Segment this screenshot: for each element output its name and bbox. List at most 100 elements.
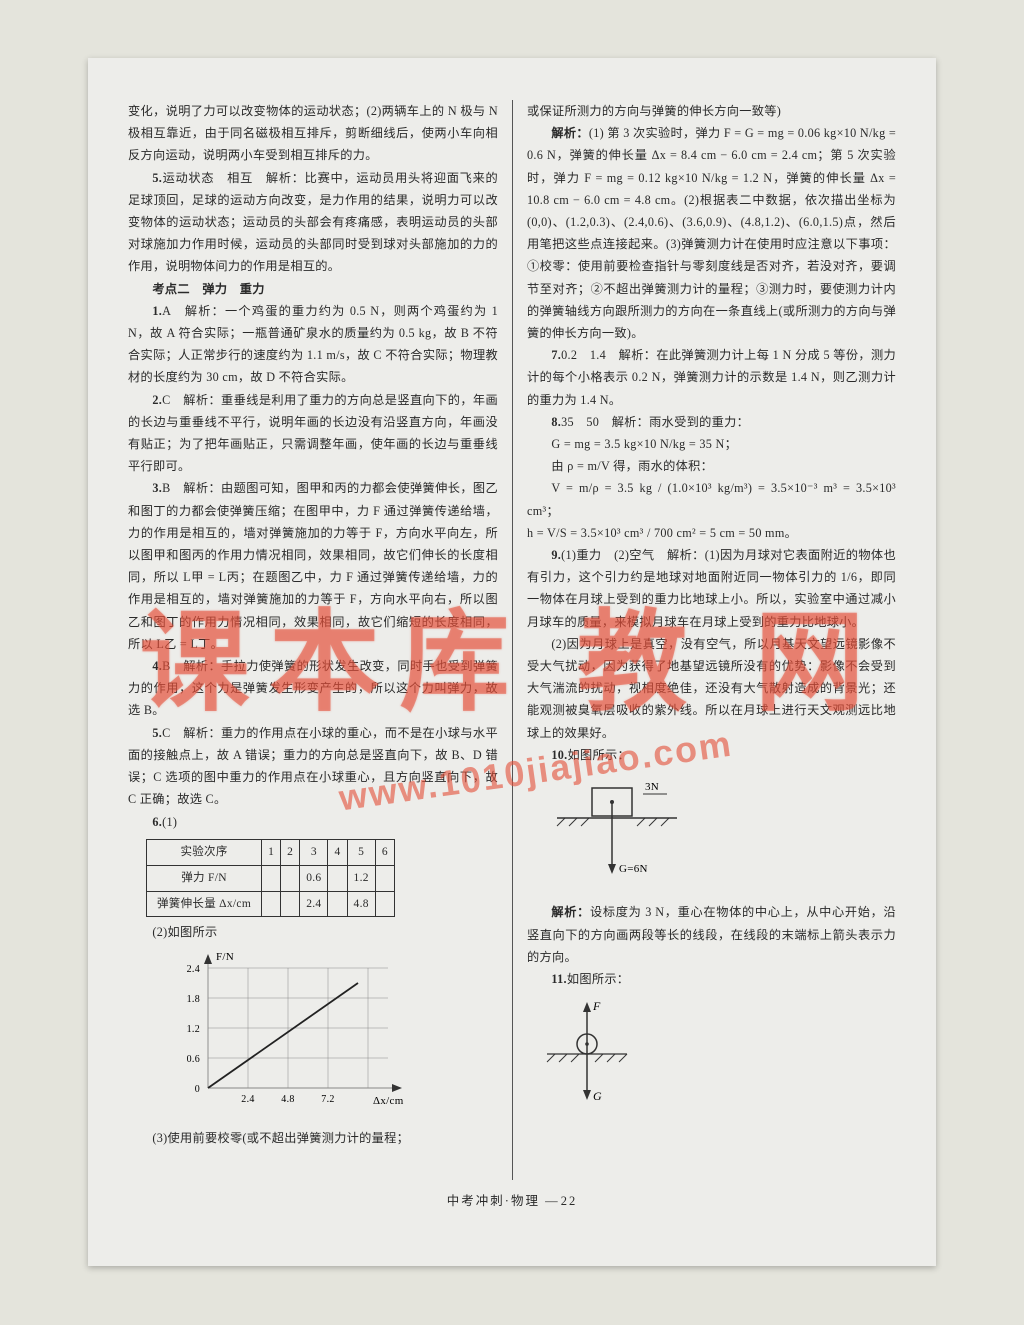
- num-10: 10.: [551, 748, 567, 762]
- label-f: F: [592, 999, 601, 1013]
- para-9: 9.(1)重力 (2)空气 解析：(1)因为月球对它表面附近的物体也有引力，这个…: [527, 544, 896, 633]
- th-1: 1: [262, 839, 281, 865]
- footer-text: 中考冲刺·物理: [447, 1194, 540, 1208]
- para-10-body: 如图所示：: [568, 748, 630, 762]
- footer-dash: —: [545, 1194, 561, 1208]
- num-4: 4.: [152, 659, 162, 673]
- para-7-body: 0.2 1.4 解析：在此弹簧测力计上每 1 N 分成 5 等份，测力计的每个小…: [527, 348, 896, 406]
- r2c6: [375, 891, 394, 917]
- r2c2: [281, 891, 300, 917]
- para-11-body: 如图所示：: [567, 972, 629, 986]
- r1c6: [375, 865, 394, 891]
- xtick-2: 4.8: [281, 1094, 294, 1105]
- r2c3: 2.4: [300, 891, 328, 917]
- line-chart: 0 0.6 1.2 1.8 2.4 2.4 4.8 7.2 F/N Δx/cm: [168, 948, 428, 1118]
- right-column: 或保证所测力的方向与弹簧的伸长方向一致等) 解析：(1) 第 3 次实验时，弹力…: [512, 100, 896, 1180]
- th-6: 6: [375, 839, 394, 865]
- para-7: 7.0.2 1.4 解析：在此弹簧测力计上每 1 N 分成 5 等份，测力计的每…: [527, 344, 896, 411]
- para-4: 4.B 解析：手拉力使弹簧的形状发生改变，同时手也受到弹簧力的作用，这个力是弹簧…: [128, 655, 498, 722]
- table-row: 弹力 F/N 0.6 1.2: [147, 865, 395, 891]
- para-8d: V = m/ρ = 3.5 kg / (1.0×10³ kg/m³) = 3.5…: [527, 477, 896, 521]
- para-6c: (3)使用前要校零(或不超出弹簧测力计的量程；: [128, 1127, 498, 1149]
- para-intro: 变化，说明了力可以改变物体的运动状态；(2)两辆车上的 N 极与 N 极相互靠近…: [128, 100, 498, 167]
- force-diagram-10: 3N G=6N: [527, 770, 707, 890]
- r-jiexi: 解析：(1) 第 3 次实验时，弹力 F = G = mg = 0.06 kg×…: [527, 122, 896, 344]
- num-8: 8.: [551, 415, 561, 429]
- xtick-3: 7.2: [321, 1094, 334, 1105]
- para-9b: (2)因为月球上是真空，没有空气，所以月基天文望远镜影像不受大气扰动，因为获得了…: [527, 633, 896, 744]
- ytick-0: 0: [195, 1084, 200, 1095]
- ytick-2: 1.2: [187, 1024, 200, 1035]
- table-row: 弹簧伸长量 Δx/cm 2.4 4.8: [147, 891, 395, 917]
- footer-page: 22: [561, 1194, 578, 1208]
- para-1: 1.A 解析：一个鸡蛋的重力约为 0.5 N，则两个鸡蛋约为 1 N，故 A 符…: [128, 300, 498, 389]
- num-9: 9.: [551, 548, 561, 562]
- num-3: 3.: [152, 481, 162, 495]
- section-title-kd2: 考点二 弹力 重力: [128, 278, 498, 300]
- ylabel: F/N: [216, 951, 234, 963]
- para-10: 10.如图所示：: [527, 744, 896, 766]
- ytick-4: 2.4: [187, 964, 200, 975]
- para-3-body: B 解析：由题图可知，图甲和丙的力都会使弹簧伸长，图乙和图丁的力都会使弹簧压缩；…: [128, 481, 498, 650]
- jx10-label: 解析：: [551, 905, 590, 919]
- xlabel: Δx/cm: [373, 1095, 404, 1107]
- r1c2: [281, 865, 300, 891]
- num-6: 6.: [152, 815, 162, 829]
- para-6: 6.(1): [128, 811, 498, 833]
- para-8c: 由 ρ = m/V 得，雨水的体积：: [527, 455, 896, 477]
- para-6-body: (1): [162, 815, 177, 829]
- para-4-body: B 解析：手拉力使弹簧的形状发生改变，同时手也受到弹簧力的作用，这个力是弹簧发生…: [128, 659, 498, 717]
- jx-label: 解析：: [551, 126, 589, 140]
- para-5b: 5.C 解析：重力的作用点在小球的重心，而不是在小球与水平面的接触点上，故 A …: [128, 722, 498, 811]
- num-11: 11.: [551, 972, 566, 986]
- para-10jx: 解析：设标度为 3 N，重心在物体的中心上，从中心开始，沿竖直向下的方向画两段等…: [527, 901, 896, 968]
- para-8: 8.35 50 解析：雨水受到的重力：: [527, 411, 896, 433]
- scan-sheet: 变化，说明了力可以改变物体的运动状态；(2)两辆车上的 N 极与 N 极相互靠近…: [0, 0, 1024, 1325]
- para-5-body: 运动状态 相互 解析：比赛中，运动员用头将迎面飞来的足球顶回，足球的运动方向改变…: [128, 171, 498, 274]
- jx-body: (1) 第 3 次实验时，弹力 F = G = mg = 0.06 kg×10 …: [527, 126, 896, 340]
- th-2: 2: [281, 839, 300, 865]
- num-1: 1.: [152, 304, 162, 318]
- r2c5: 4.8: [347, 891, 375, 917]
- two-column-layout: 变化，说明了力可以改变物体的运动状态；(2)两辆车上的 N 极与 N 极相互靠近…: [128, 100, 896, 1180]
- r1c1: [262, 865, 281, 891]
- th-0: 实验次序: [147, 839, 262, 865]
- ytick-1: 0.6: [187, 1054, 200, 1065]
- para-9-body: (1)重力 (2)空气 解析：(1)因为月球对它表面附近的物体也有引力，这个引力…: [527, 548, 896, 629]
- para-3: 3.B 解析：由题图可知，图甲和丙的力都会使弹簧伸长，图乙和图丁的力都会使弹簧压…: [128, 477, 498, 655]
- para-6b: (2)如图所示: [128, 921, 498, 943]
- para-2-body: C 解析：重垂线是利用了重力的方向总是竖直向下的，年画的长边与重垂线不平行，说明…: [128, 393, 498, 474]
- r-cont: 或保证所测力的方向与弹簧的伸长方向一致等): [527, 100, 896, 122]
- ytick-3: 1.8: [187, 994, 200, 1005]
- r1c4: [328, 865, 347, 891]
- para-5: 5.运动状态 相互 解析：比赛中，运动员用头将迎面飞来的足球顶回，足球的运动方向…: [128, 167, 498, 278]
- num-7: 7.: [551, 348, 561, 362]
- force-diagram-11: F G: [527, 994, 647, 1114]
- label-g6n: G=6N: [619, 863, 648, 875]
- para-8a: 35 50 解析：雨水受到的重力：: [561, 415, 749, 429]
- page-footer: 中考冲刺·物理 — 22: [128, 1190, 896, 1209]
- para-11: 11.如图所示：: [527, 968, 896, 990]
- r1c3: 0.6: [300, 865, 328, 891]
- para-5b-body: C 解析：重力的作用点在小球的重心，而不是在小球与水平面的接触点上，故 A 错误…: [128, 726, 498, 807]
- th-5: 5: [347, 839, 375, 865]
- th-3: 3: [300, 839, 328, 865]
- r2c4: [328, 891, 347, 917]
- label-g: G: [593, 1089, 602, 1103]
- num-5b: 5.: [152, 726, 162, 740]
- para-2: 2.C 解析：重垂线是利用了重力的方向总是竖直向下的，年画的长边与重垂线不平行，…: [128, 389, 498, 478]
- label-3n: 3N: [645, 781, 659, 793]
- page: 变化，说明了力可以改变物体的运动状态；(2)两辆车上的 N 极与 N 极相互靠近…: [88, 58, 936, 1266]
- para-8e: h = V/S = 3.5×10³ cm³ / 700 cm² = 5 cm =…: [527, 522, 896, 544]
- xtick-1: 2.4: [241, 1094, 254, 1105]
- th-4: 4: [328, 839, 347, 865]
- table-row: 实验次序 1 2 3 4 5 6: [147, 839, 395, 865]
- left-column: 变化，说明了力可以改变物体的运动状态；(2)两辆车上的 N 极与 N 极相互靠近…: [128, 100, 512, 1180]
- r1c5: 1.2: [347, 865, 375, 891]
- para-1-body: A 解析：一个鸡蛋的重力约为 0.5 N，则两个鸡蛋约为 1 N，故 A 符合实…: [128, 304, 498, 385]
- r2c0: 弹簧伸长量 Δx/cm: [147, 891, 262, 917]
- r2c1: [262, 891, 281, 917]
- data-table: 实验次序 1 2 3 4 5 6 弹力 F/N 0.6 1.2: [146, 839, 395, 918]
- para-8b: G = mg = 3.5 kg×10 N/kg = 35 N；: [527, 433, 896, 455]
- r1c0: 弹力 F/N: [147, 865, 262, 891]
